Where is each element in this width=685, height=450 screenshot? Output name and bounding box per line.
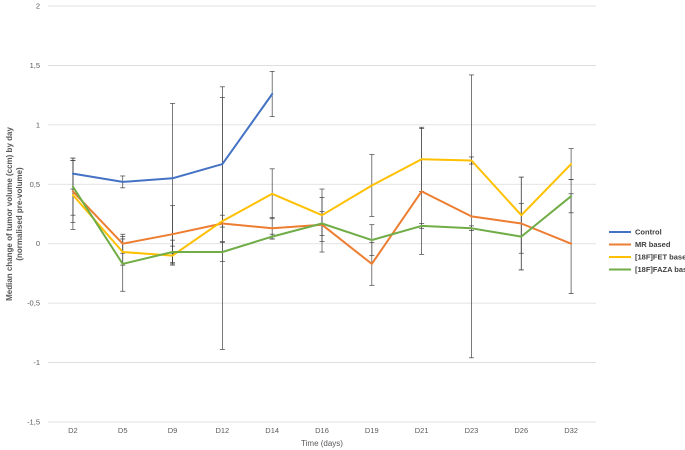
y-axis-title-2: (normalised pre-volume) (15, 167, 24, 261)
x-tick-label: D14 (265, 426, 279, 435)
x-tick-label: D2 (68, 426, 78, 435)
y-tick-label: 0 (36, 239, 40, 248)
y-axis: -1,5 -1 -0,5 0 0,5 1 1,5 2 (27, 2, 40, 427)
y-tick-label: 2 (36, 2, 40, 11)
legend-label: [18F]FET based (635, 253, 685, 262)
y-tick-label: -1,5 (27, 418, 40, 427)
x-tick-label: D9 (168, 426, 178, 435)
x-axis-title: Time (days) (301, 439, 343, 448)
y-tick-label: 0,5 (30, 180, 40, 189)
x-tick-label: D5 (118, 426, 128, 435)
legend-label: MR based (635, 240, 671, 249)
x-tick-label: D26 (514, 426, 528, 435)
legend: Control MR based [18F]FET based [18F]FAZA b… (609, 228, 685, 274)
x-tick-label: D32 (564, 426, 578, 435)
y-tick-label: -1 (33, 358, 40, 367)
y-tick-label: -0,5 (27, 299, 40, 308)
series-line (71, 93, 274, 183)
x-axis: D2 D5 D9 D12 D14 D16 D19 D21 D23 D26 D32 (68, 426, 578, 435)
y-tick-label: 1 (36, 120, 40, 129)
x-tick-label: D23 (465, 426, 479, 435)
series-line (71, 185, 573, 265)
x-tick-label: D21 (415, 426, 429, 435)
series-line (71, 190, 573, 265)
gridlines (48, 5, 596, 423)
legend-label: Control (635, 228, 662, 237)
x-tick-label: D19 (365, 426, 379, 435)
y-axis-title: Median change of tumor volume (ccm) by d… (5, 127, 14, 301)
y-tick-label: 1,5 (30, 61, 40, 70)
x-tick-label: D12 (215, 426, 229, 435)
series-lines (71, 93, 573, 265)
legend-label: [18F]FAZA based (635, 265, 685, 274)
x-tick-label: D16 (315, 426, 329, 435)
series-line (71, 158, 573, 257)
